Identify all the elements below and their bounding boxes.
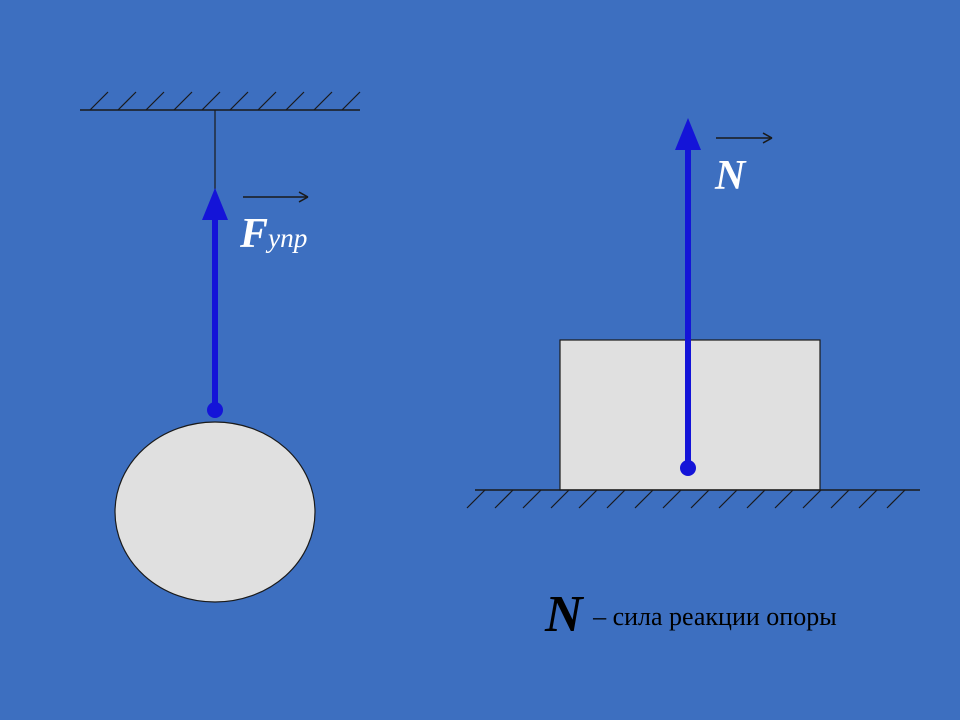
caption-text: – сила реакции опоры: [583, 602, 837, 631]
force-label-n: N: [715, 152, 745, 200]
force-label-f-sub: упр: [268, 223, 307, 253]
force-label-n-main: N: [715, 153, 745, 199]
force-label-f-upr: Fупр: [240, 210, 307, 258]
force-label-f-main: F: [240, 211, 268, 257]
caption-n-reaction: N – сила реакции опоры: [545, 585, 837, 644]
caption-symbol: N: [545, 586, 583, 643]
